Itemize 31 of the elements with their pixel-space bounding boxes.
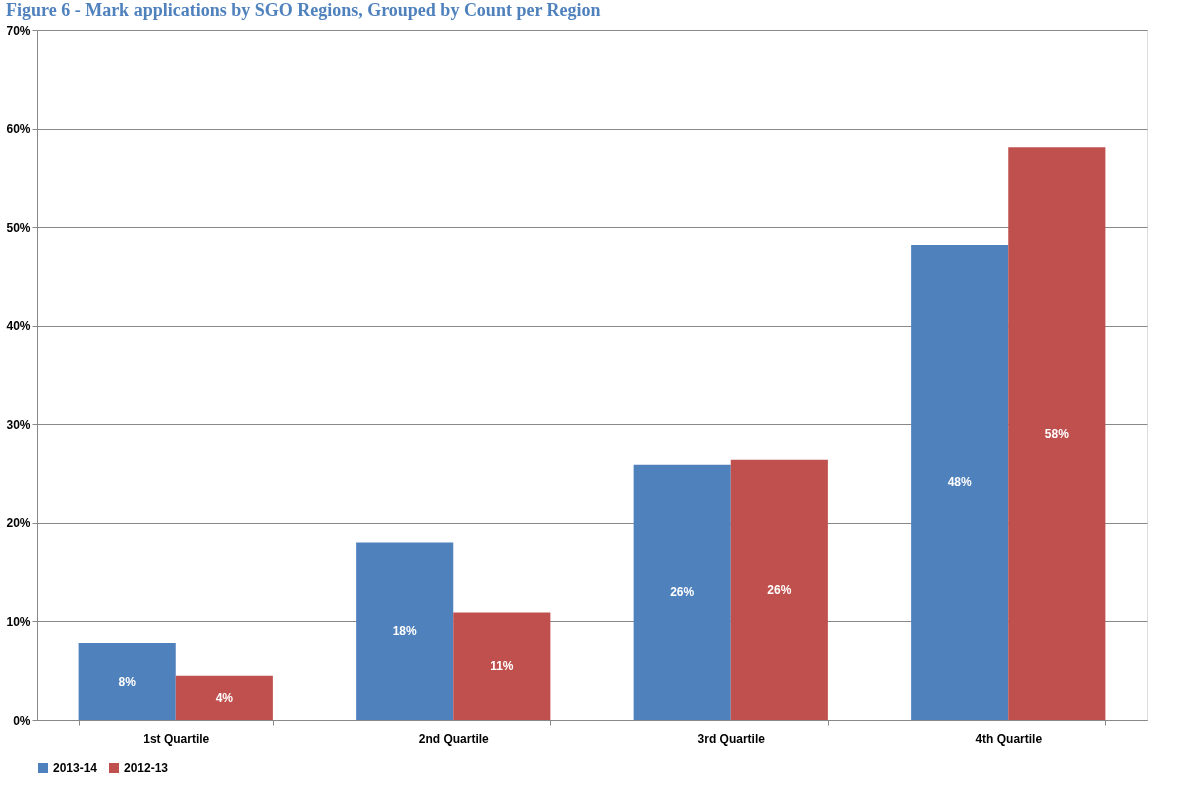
data-label: 58% — [1044, 426, 1070, 441]
x-tick-label: 3rd Quartile — [697, 731, 766, 746]
data-label: 26% — [767, 582, 792, 597]
data-label: 18% — [392, 624, 418, 639]
bar — [356, 542, 454, 720]
data-label: 8% — [118, 674, 137, 689]
bar — [175, 675, 273, 720]
data-label: 11% — [490, 659, 514, 674]
bar — [911, 244, 1009, 720]
y-tick-label: 60% — [6, 122, 31, 137]
legend-label: 2012-13 — [124, 761, 169, 775]
bar — [730, 459, 828, 720]
y-tick-label: 70% — [6, 23, 31, 38]
data-label: 4% — [215, 690, 234, 705]
x-tick-label: 4th Quartile — [975, 731, 1043, 746]
legend-label: 2013-14 — [53, 761, 98, 775]
y-tick-label: 20% — [6, 516, 31, 531]
y-tick-label: 50% — [6, 220, 31, 235]
chart-title: Figure 6 - Mark applications by SGO Regions, Grouped by Count per Region — [5, 0, 601, 20]
data-label: 48% — [947, 475, 973, 490]
data-label: 26% — [670, 585, 695, 600]
x-tick-label: 2nd Quartile — [418, 731, 490, 746]
y-tick-label: 40% — [6, 319, 31, 334]
y-tick-label: 10% — [6, 614, 31, 629]
y-tick-label: 0% — [13, 713, 31, 728]
x-tick-label: 1st Quartile — [143, 731, 210, 746]
y-tick-label: 30% — [6, 417, 31, 432]
bar — [78, 643, 176, 720]
bar — [1008, 147, 1106, 720]
bar — [453, 612, 551, 720]
bar — [633, 464, 731, 720]
